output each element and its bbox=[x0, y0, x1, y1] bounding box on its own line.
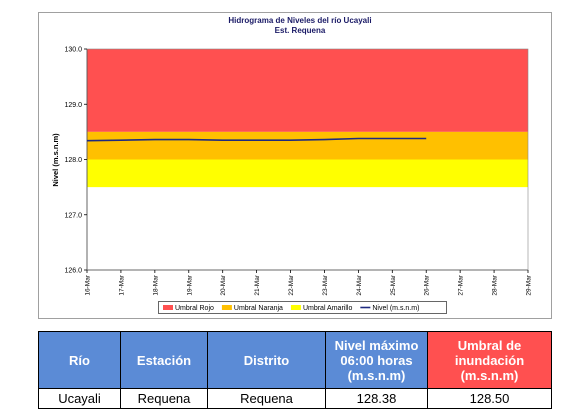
header-cell: Nivel máximo 06:00 horas (m.s.n.m) bbox=[325, 331, 428, 389]
legend-label: Umbral Naranja bbox=[234, 305, 283, 312]
legend-label: Umbral Amarillo bbox=[303, 305, 353, 312]
y-tick-label: 128.0 bbox=[64, 157, 82, 164]
x-tick-label: 29-Mar bbox=[526, 274, 533, 295]
x-tick-label: 26-Mar bbox=[424, 274, 431, 295]
header-cell: Umbral de inundación (m.s.n.m) bbox=[427, 331, 552, 389]
data-table: Río Estación Distrito Nivel máximo 06:00 ho… bbox=[38, 331, 552, 409]
header-cell: Distrito bbox=[207, 331, 326, 389]
legend-label: Nivel (m.s.n.m) bbox=[372, 305, 419, 312]
table-cell: Requena bbox=[207, 388, 326, 409]
table-cell: Requena bbox=[120, 388, 208, 409]
x-tick-label: 24-Mar bbox=[356, 274, 363, 295]
y-axis-label: Nivel (m.s.n.m) bbox=[51, 133, 60, 187]
x-tick-label: 27-Mar bbox=[458, 274, 465, 295]
y-tick-label: 126.0 bbox=[64, 268, 82, 275]
x-tick-label: 19-Mar bbox=[186, 274, 193, 295]
header-cell: Río bbox=[38, 331, 121, 389]
threshold-band bbox=[87, 49, 528, 132]
x-tick-label: 21-Mar bbox=[254, 274, 261, 295]
y-tick-label: 127.0 bbox=[64, 212, 82, 219]
y-tick-label: 129.0 bbox=[64, 102, 82, 109]
x-tick-label: 23-Mar bbox=[322, 274, 329, 295]
legend-swatch bbox=[290, 305, 301, 310]
threshold-band bbox=[87, 159, 528, 188]
x-tick-label: 28-Mar bbox=[492, 274, 499, 295]
chart: Hidrograma de Niveles del río Ucayali Es… bbox=[38, 12, 552, 319]
y-tick-label: 130.0 bbox=[64, 47, 82, 54]
table-row: Ucayali Requena Requena 128.38 128.50 bbox=[38, 388, 552, 409]
legend-label: Umbral Rojo bbox=[175, 305, 214, 312]
table-cell: 128.38 bbox=[325, 388, 428, 409]
header-cell: Estación bbox=[120, 331, 208, 389]
chart-title: Hidrograma de Niveles del río Ucayali bbox=[228, 16, 371, 25]
legend-box bbox=[158, 301, 447, 314]
table-body: Ucayali Requena Requena 128.38 128.50 bbox=[38, 388, 552, 409]
legend-swatch bbox=[163, 305, 173, 310]
x-tick-label: 22-Mar bbox=[288, 274, 295, 295]
legend-swatch bbox=[221, 305, 232, 310]
table-cell: 128.50 bbox=[427, 388, 552, 409]
x-tick-label: 18-Mar bbox=[152, 274, 159, 295]
x-tick-label: 20-Mar bbox=[220, 274, 227, 295]
threshold-band bbox=[87, 131, 528, 160]
x-tick-label: 17-Mar bbox=[118, 274, 125, 295]
chart-subtitle: Est. Requena bbox=[275, 26, 326, 35]
x-tick-label: 16-Mar bbox=[85, 274, 92, 295]
series-line bbox=[86, 137, 427, 142]
table-cell: Ucayali bbox=[38, 388, 121, 409]
header-row: Río Estación Distrito Nivel máximo 06:00 ho… bbox=[38, 331, 552, 389]
x-tick-label: 25-Mar bbox=[390, 274, 397, 295]
